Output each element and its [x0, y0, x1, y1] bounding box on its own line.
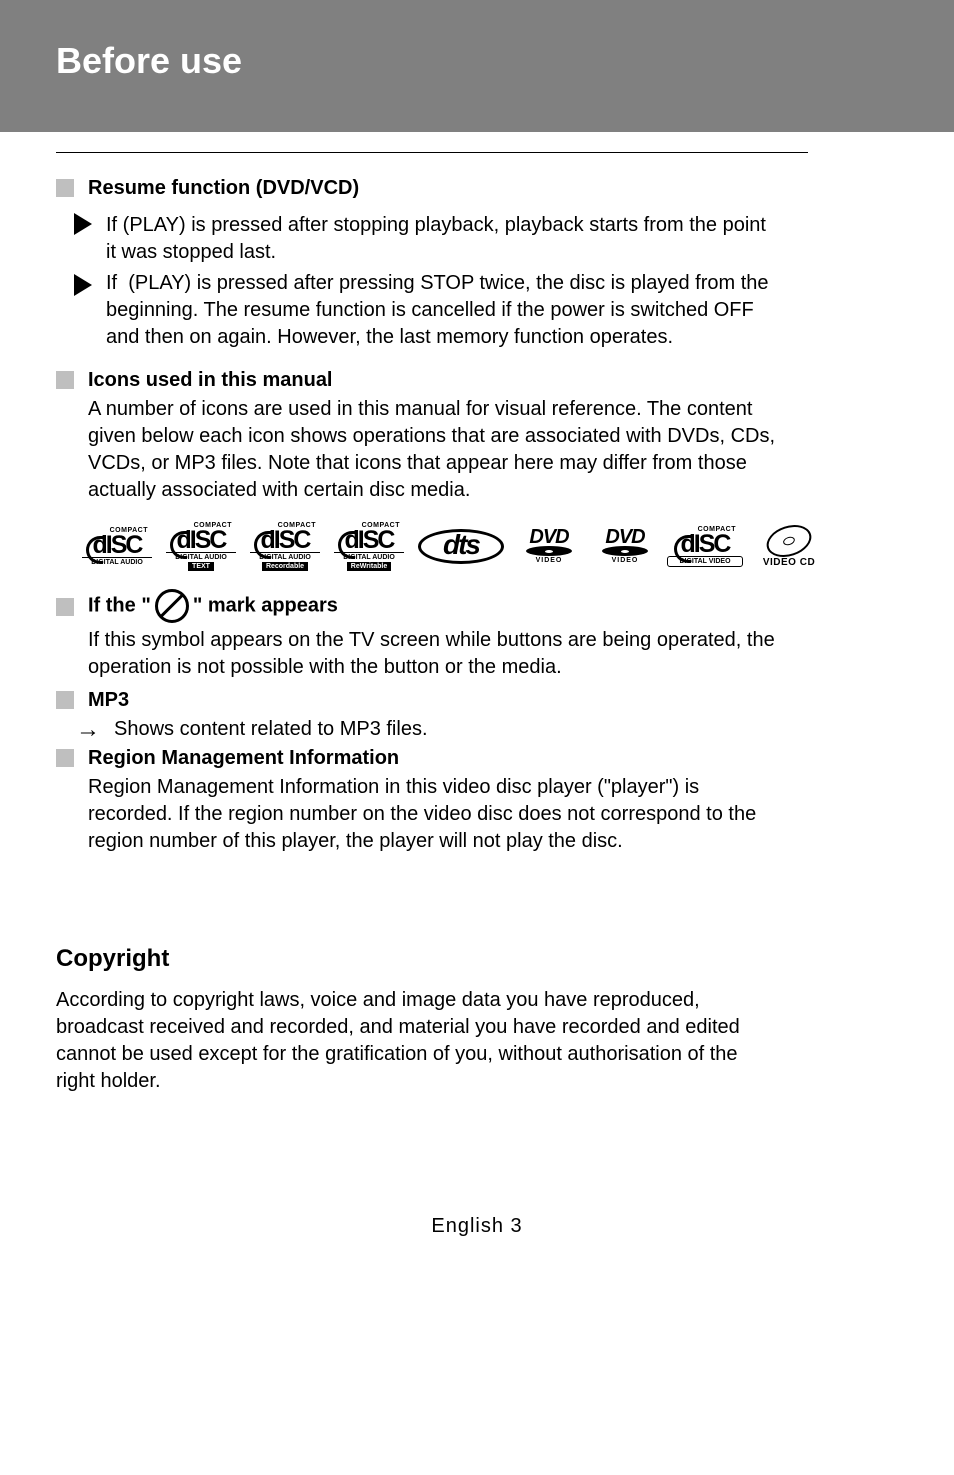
video-cd-logo: VIDEO CD [754, 526, 824, 568]
resume-p2-prefix: If [106, 272, 123, 294]
prohibit-heading: If the " " mark appears [88, 589, 338, 623]
dvd-sub-label: VIDEO [536, 557, 563, 564]
copyright-heading: Copyright [56, 945, 898, 973]
content-area: Resume function (DVD/VCD) If (PLAY) is p… [0, 152, 954, 1268]
cd-digital-video-logo: COMPACT dISC DIGITAL VIDEO [670, 526, 740, 567]
dvd-disc-icon [602, 546, 648, 556]
dvd-video-logo: DVD VIDEO [518, 529, 580, 564]
cd-under2-label: ReWritable [347, 562, 391, 571]
page-number: English 3 [56, 1215, 898, 1268]
cd-digital-audio-logo: COMPACT dISC DIGITAL AUDIO [82, 527, 152, 566]
cd-disc-label: dISC [261, 530, 310, 550]
page-title: Before use [0, 0, 954, 82]
dts-logo: dts [418, 529, 504, 564]
region-heading-row: Region Management Information [56, 747, 898, 770]
region-body: Region Management Information in this vi… [88, 774, 778, 855]
horizontal-rule [56, 152, 808, 153]
vcd-label: VIDEO CD [763, 558, 815, 568]
prohibit-icon [155, 589, 189, 623]
arrow-right-icon: → [76, 720, 100, 740]
dvd-video-logo-2: DVD VIDEO [594, 529, 656, 564]
vcd-disc-icon [762, 519, 815, 562]
cd-under2-label: TEXT [188, 562, 214, 571]
square-bullet-icon [56, 749, 74, 767]
square-bullet-icon [56, 179, 74, 197]
page-number-prefix: English [431, 1215, 510, 1237]
square-bullet-icon [56, 691, 74, 709]
icons-heading: Icons used in this manual [88, 369, 333, 392]
prohibit-prefix: If the " [88, 594, 151, 616]
region-heading: Region Management Information [88, 747, 399, 770]
icons-heading-row: Icons used in this manual [56, 369, 898, 392]
mp3-heading-row: MP3 [56, 689, 898, 712]
cd-text-logo: COMPACT dISC DIGITAL AUDIO TEXT [166, 522, 236, 571]
cd-r-logo: COMPACT dISC DIGITAL AUDIO Recordable [250, 522, 320, 571]
resume-p1-row: If (PLAY) is pressed after stopping play… [56, 212, 898, 266]
square-bullet-icon [56, 598, 74, 616]
cd-rw-logo: COMPACT dISC DIGITAL AUDIO ReWritable [334, 522, 404, 571]
header-band: Before use [0, 0, 954, 132]
prohibit-body: If this symbol appears on the TV screen … [88, 627, 778, 681]
resume-p1: If (PLAY) is pressed after stopping play… [106, 212, 778, 266]
resume-p2: If (PLAY) is pressed after pressing STOP… [106, 270, 778, 351]
prohibit-suffix: " mark appears [193, 594, 338, 616]
cd-disc-label: dISC [177, 530, 226, 550]
cd-disc-label: dISC [345, 530, 394, 550]
play-triangle-icon [74, 274, 92, 296]
mp3-body: Shows content related to MP3 files. [114, 716, 428, 743]
dvd-sub-label: VIDEO [612, 557, 639, 564]
dvd-disc-icon [526, 546, 572, 556]
resume-heading-row: Resume function (DVD/VCD) [56, 177, 898, 200]
copyright-body: According to copyright laws, voice and i… [56, 987, 778, 1095]
play-triangle-icon [74, 213, 92, 235]
page-number-value: 3 [511, 1215, 523, 1237]
cd-under2-label: Recordable [262, 562, 308, 571]
logo-row: COMPACT dISC DIGITAL AUDIO COMPACT dISC … [82, 522, 898, 571]
dvd-text: DVD [605, 529, 644, 545]
square-bullet-icon [56, 371, 74, 389]
cd-disc-label: dISC [93, 535, 142, 555]
resume-p1-rest: (PLAY) is pressed after stopping playbac… [106, 214, 766, 263]
mp3-body-row: → Shows content related to MP3 files. [56, 716, 898, 743]
resume-heading: Resume function (DVD/VCD) [88, 177, 359, 200]
mp3-heading: MP3 [88, 689, 129, 712]
resume-p1-prefix: If [106, 214, 123, 236]
cd-disc-label: dISC [681, 534, 730, 554]
resume-p2-rest: (PLAY) is pressed after pressing STOP tw… [106, 272, 769, 348]
dvd-text: DVD [529, 529, 568, 545]
icons-body: A number of icons are used in this manua… [88, 396, 778, 504]
prohibit-heading-row: If the " " mark appears [56, 589, 898, 623]
